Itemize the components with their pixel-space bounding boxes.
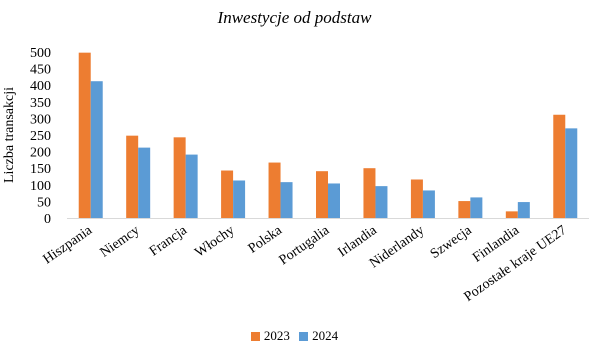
bar-2024-2 (185, 154, 198, 218)
legend-label-2024: 2024 (312, 328, 339, 343)
x-tick-label: Niemcy (98, 223, 143, 261)
y-tick-label: 400 (30, 79, 51, 94)
bar-2023-8 (458, 201, 471, 218)
x-tick-label: Włochy (192, 223, 237, 261)
y-tick-label: 250 (30, 129, 51, 144)
chart-title: Inwestycje od podstaw (217, 8, 372, 27)
bar-2024-8 (470, 197, 483, 218)
bar-2023-7 (410, 179, 423, 218)
bar-2023-5 (316, 171, 328, 218)
bar-2024-5 (328, 183, 340, 218)
bar-2024-6 (375, 186, 388, 218)
x-tick-label: Hiszpania (41, 223, 96, 268)
legend-item-2024: 2024 (299, 328, 338, 344)
legend-item-2023: 2023 (250, 328, 290, 344)
bar-2023-2 (173, 137, 186, 218)
legend: 2023 2024 (0, 328, 589, 345)
y-tick-label: 100 (30, 179, 51, 194)
legend-swatch-2024 (299, 331, 309, 341)
bar-2024-4 (280, 182, 293, 218)
bar-2024-9 (517, 202, 530, 218)
bar-2024-3 (233, 180, 246, 218)
y-tick-label: 150 (30, 162, 51, 177)
legend-label-2023: 2023 (263, 328, 290, 343)
bar-2023-1 (126, 135, 139, 218)
y-tick-label: 200 (30, 146, 51, 161)
y-tick-label: 450 (30, 63, 51, 78)
y-tick-label: 50 (37, 195, 51, 210)
legend-swatch-2023 (250, 331, 260, 341)
bar-2023-3 (221, 170, 234, 218)
bar-2024-0 (90, 81, 103, 218)
bar-2024-7 (422, 190, 435, 218)
bar-2023-6 (363, 168, 376, 218)
x-tick-label: Polska (246, 223, 286, 257)
x-tick-label: Francja (147, 223, 191, 260)
bar-2023-9 (505, 211, 518, 218)
bar-2023-10 (553, 114, 566, 218)
bar-2023-0 (78, 52, 91, 218)
bar-2023-4 (268, 162, 281, 218)
x-tick-label: Szwecja (428, 223, 475, 262)
y-tick-label: 0 (44, 212, 51, 227)
y-tick-label: 350 (30, 96, 51, 111)
bar-2024-1 (138, 147, 151, 218)
y-axis-label: Liczba transakcji (2, 87, 17, 183)
y-tick-label: 300 (30, 112, 51, 127)
y-tick-label: 500 (30, 46, 51, 61)
bar-2024-10 (565, 128, 578, 218)
x-tick-label: Portugalia (277, 223, 333, 269)
